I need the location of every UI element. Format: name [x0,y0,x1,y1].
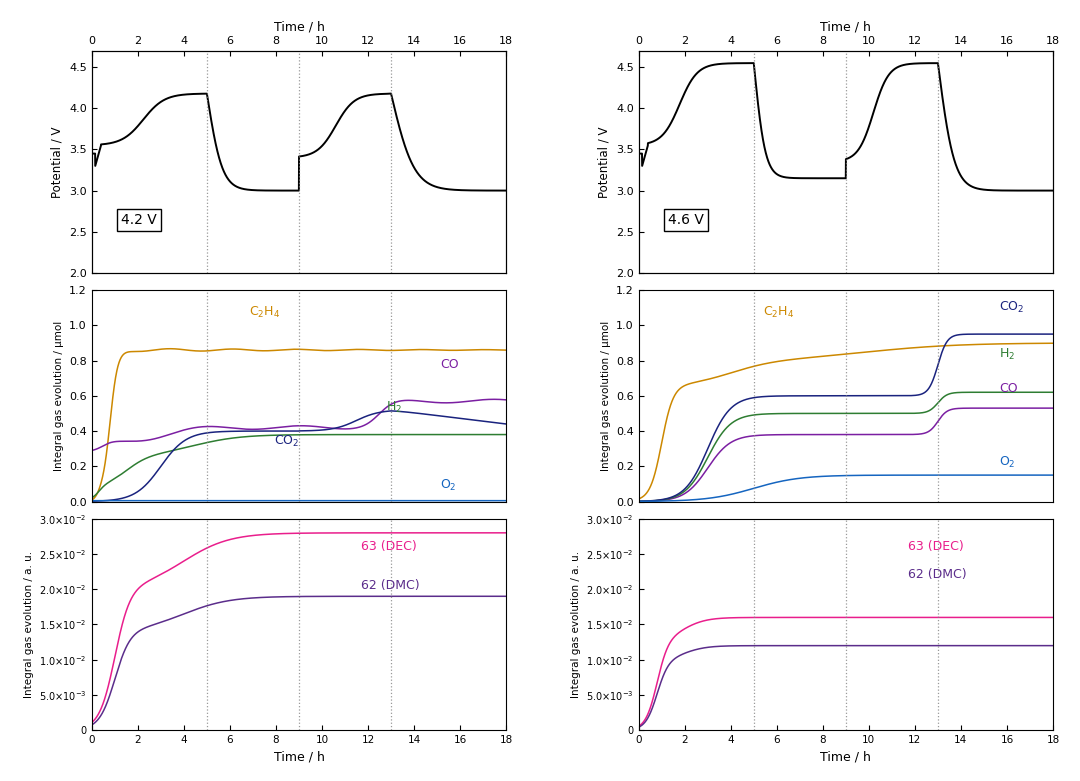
Y-axis label: Potential / V: Potential / V [597,126,610,198]
Text: 62 (DMC): 62 (DMC) [908,568,967,581]
Y-axis label: Integral gas evolution / a. u.: Integral gas evolution / a. u. [570,551,581,698]
Text: O$_2$: O$_2$ [999,455,1015,469]
Text: 63 (DEC): 63 (DEC) [908,540,963,554]
Y-axis label: Integral gas evolution / μmol: Integral gas evolution / μmol [54,321,64,471]
Text: 4.6 V: 4.6 V [667,213,703,227]
Text: 4.2 V: 4.2 V [121,213,157,227]
Text: C$_2$H$_4$: C$_2$H$_4$ [762,305,794,319]
Y-axis label: Integral gas evolution / a. u.: Integral gas evolution / a. u. [24,551,33,698]
Text: 62 (DMC): 62 (DMC) [361,579,420,591]
Text: O$_2$: O$_2$ [440,478,457,493]
Y-axis label: Potential / V: Potential / V [51,126,64,198]
Text: 63 (DEC): 63 (DEC) [361,540,417,554]
Text: CO$_2$: CO$_2$ [999,300,1025,316]
Text: CO: CO [440,358,458,371]
Text: CO$_2$: CO$_2$ [274,433,299,448]
Text: H$_2$: H$_2$ [386,400,402,415]
X-axis label: Time / h: Time / h [273,751,324,764]
Y-axis label: Integral gas evolution / μmol: Integral gas evolution / μmol [600,321,610,471]
X-axis label: Time / h: Time / h [821,20,872,34]
Text: C$_2$H$_4$: C$_2$H$_4$ [249,305,281,319]
Text: CO: CO [999,382,1017,394]
Text: H$_2$: H$_2$ [999,347,1015,362]
X-axis label: Time / h: Time / h [821,751,872,764]
X-axis label: Time / h: Time / h [273,20,324,34]
